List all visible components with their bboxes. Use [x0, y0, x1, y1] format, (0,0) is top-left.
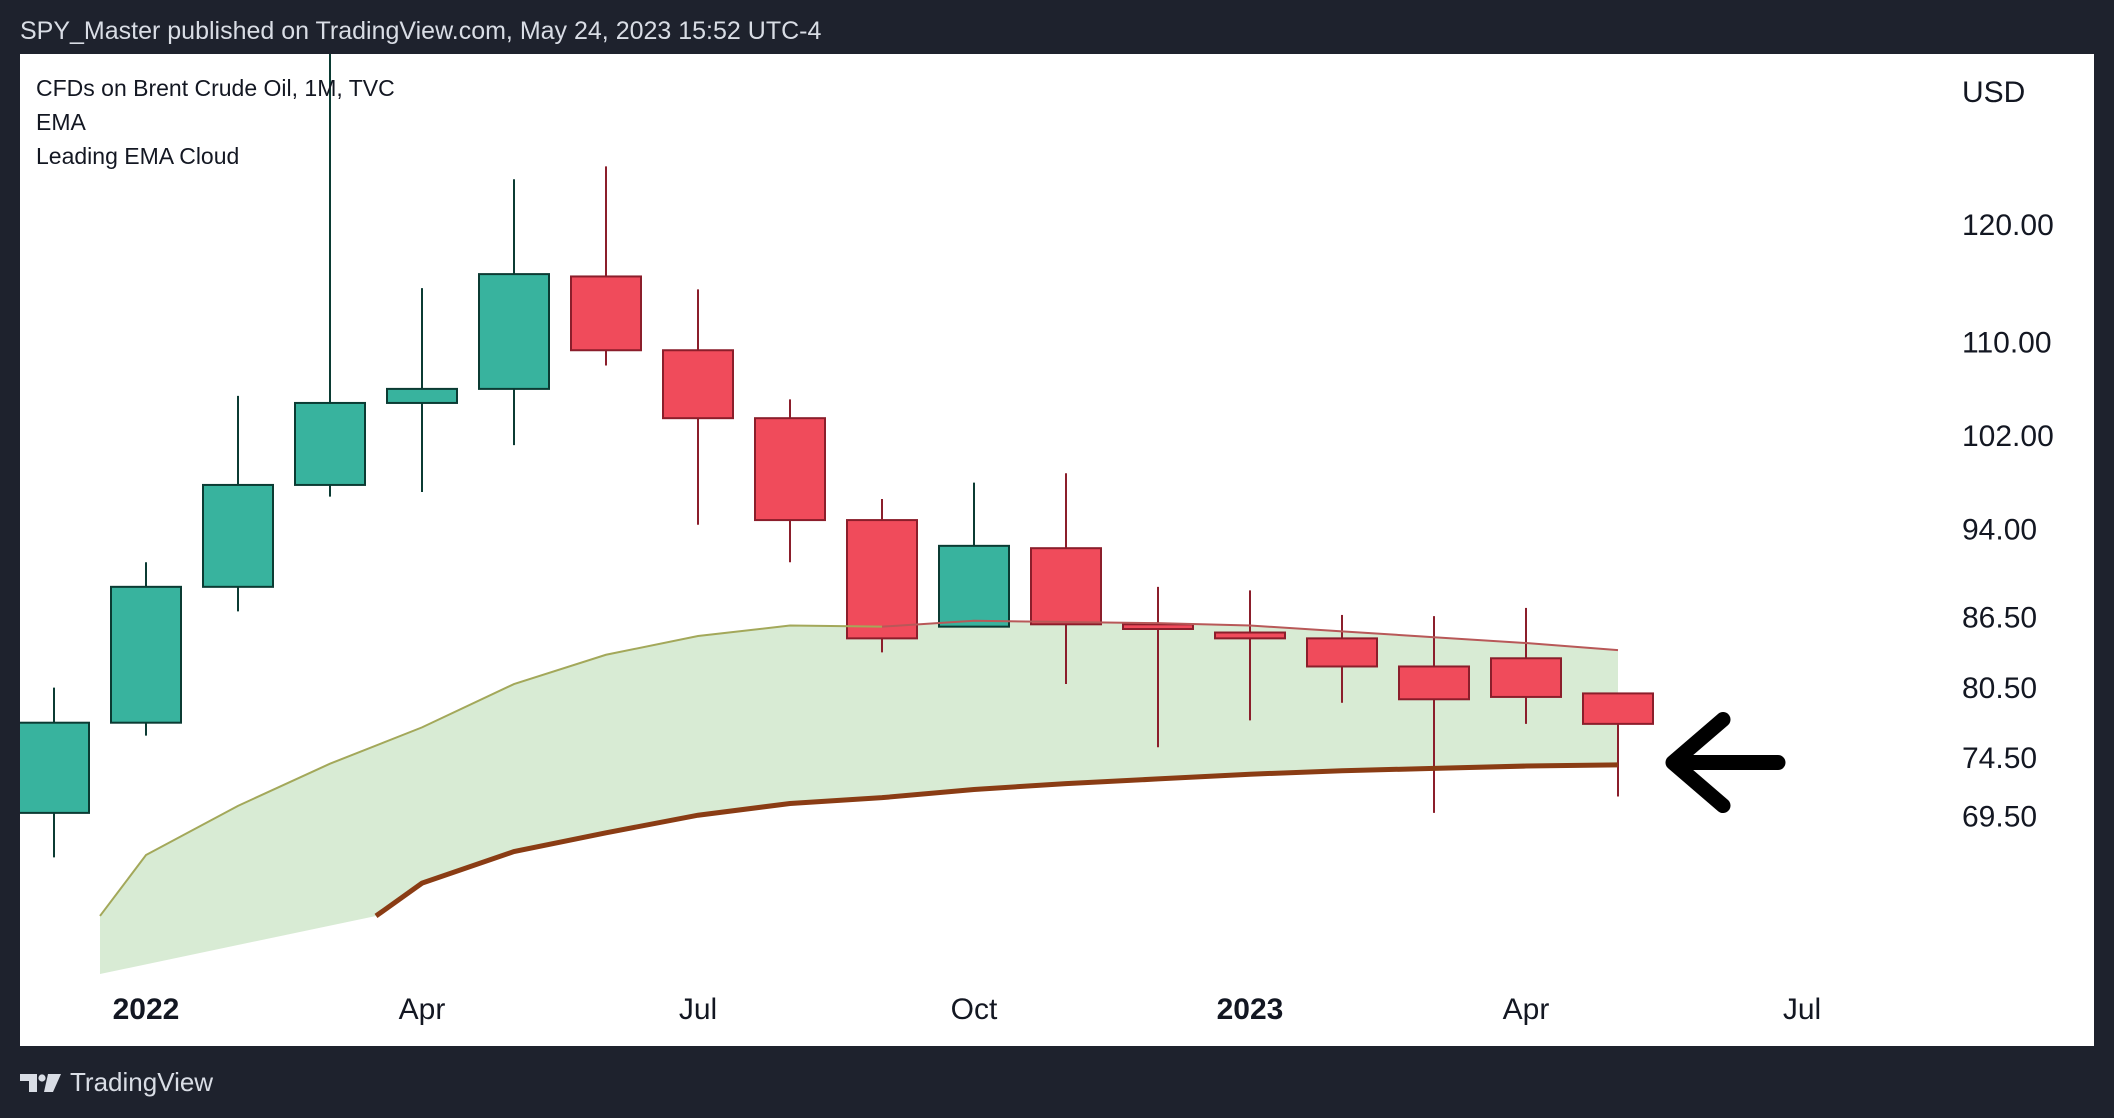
y-tick-label-0: 120.00: [1962, 209, 2054, 242]
candle-body-17[interactable]: [1582, 692, 1654, 725]
candle-body-0[interactable]: [20, 721, 90, 814]
x-tick-label-3: Oct: [951, 993, 998, 1026]
x-tick-label-1: Apr: [399, 993, 446, 1026]
annotation-arrow: [1665, 712, 1786, 814]
x-tick-label-4: 2023: [1217, 993, 1284, 1026]
x-tick-label-5: Apr: [1503, 993, 1550, 1026]
ema-slow-line[interactable]: [374, 762, 1619, 918]
price-axis: USD 120.00 110.00 102.00 94.00 86.50 80.50 74.5…: [1962, 76, 2054, 834]
y-tick-label-5: 80.50: [1962, 672, 2037, 705]
candle-body-1[interactable]: [110, 585, 182, 724]
price-chart[interactable]: USD 120.00 110.00 102.00 94.00 86.50 80.50 74.5…: [20, 54, 2094, 1046]
symbol-title[interactable]: CFDs on Brent Crude Oil, 1M, TVC: [36, 75, 395, 101]
y-tick-label-7: 69.50: [1962, 801, 2037, 834]
candle-body-8[interactable]: [754, 417, 826, 522]
chart-legend: CFDs on Brent Crude Oil, 1M, TVC EMA Lea…: [36, 71, 395, 173]
ema-fast-line-bear[interactable]: [881, 619, 1619, 652]
candle-body-4[interactable]: [386, 387, 458, 404]
candle-body-15[interactable]: [1398, 665, 1470, 701]
candle-body-11[interactable]: [1030, 547, 1102, 626]
candle-body-5[interactable]: [478, 273, 550, 390]
candle-body-2[interactable]: [202, 483, 274, 588]
footer: TradingView: [20, 1067, 213, 1098]
y-tick-label-4: 86.50: [1962, 602, 2037, 635]
x-tick-label-6: Jul: [1783, 993, 1821, 1026]
candle-body-9[interactable]: [846, 519, 918, 640]
y-tick-label-6: 74.50: [1962, 742, 2037, 775]
y-tick-label-1: 110.00: [1962, 326, 2052, 359]
y-tick-label-2: 102.00: [1962, 420, 2054, 453]
candle-body-3[interactable]: [294, 401, 366, 486]
ema-lines-layer: [99, 619, 1619, 918]
candle-body-13[interactable]: [1214, 631, 1286, 640]
x-tick-label-2: Jul: [679, 993, 717, 1026]
candles-layer: [20, 54, 1654, 858]
footer-brand: TradingView: [70, 1067, 214, 1097]
candle-body-14[interactable]: [1306, 637, 1378, 668]
tradingview-logo-icon: [20, 1073, 61, 1092]
candle-body-10[interactable]: [938, 544, 1010, 628]
currency-label: USD: [1962, 76, 2025, 109]
candle-body-16[interactable]: [1490, 657, 1562, 698]
x-tick-label-0: 2022: [113, 993, 180, 1026]
time-axis: 2022 Apr Jul Oct 2023 Apr Jul: [113, 993, 1822, 1026]
y-tick-label-3: 94.00: [1962, 514, 2037, 547]
ema-fast-line[interactable]: [99, 624, 883, 917]
candle-body-12[interactable]: [1122, 623, 1194, 631]
annotation-layer: [1665, 712, 1786, 814]
indicator-ema-label[interactable]: EMA: [36, 109, 86, 135]
chart-panel[interactable]: USD 120.00 110.00 102.00 94.00 86.50 80.50 74.5…: [20, 54, 2094, 1046]
candle-body-7[interactable]: [662, 349, 734, 420]
publish-header: SPY_Master published on TradingView.com,…: [20, 17, 822, 45]
indicator-cloud-label[interactable]: Leading EMA Cloud: [36, 143, 240, 169]
candle-body-6[interactable]: [570, 275, 642, 352]
